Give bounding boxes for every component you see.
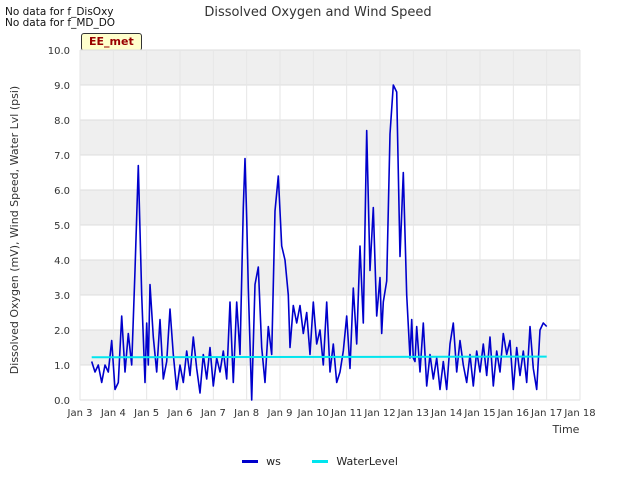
y-tick-label: 9.0	[54, 81, 70, 92]
no-data-note-disoxy: No data for f_DisOxy	[5, 6, 114, 18]
series-layer	[90, 84, 548, 401]
x-tick-label: Jan 16	[497, 408, 529, 419]
chart-title: Dissolved Oxygen and Wind Speed	[204, 5, 431, 20]
x-tick-label: Jan 10	[297, 408, 329, 419]
legend-swatch-waterlevel	[312, 460, 329, 463]
x-tick-label: Jan 12	[363, 408, 395, 419]
x-tick-label: Jan 6	[167, 408, 193, 419]
station-badge[interactable]: EE_met	[81, 33, 142, 51]
x-tick-label: Jan 18	[563, 408, 595, 419]
y-band	[80, 260, 580, 295]
legend-label-waterlevel: WaterLevel	[336, 455, 398, 468]
y-tick-label: 10.0	[48, 46, 70, 57]
legend-item-waterlevel[interactable]: WaterLevel	[312, 455, 398, 468]
y-tick-label: 7.0	[54, 151, 70, 162]
x-tick-label: Jan 13	[397, 408, 429, 419]
x-axis-ticks: Jan 3 Jan 4 Jan 5 Jan 6 Jan 7 Jan 8 Jan 9 Jan 1…	[67, 408, 596, 419]
x-tick-label: Jan 9	[267, 408, 293, 419]
y-tick-label: 8.0	[54, 116, 70, 127]
series-line-waterlevel[interactable]	[91, 355, 547, 359]
grid-lines	[79, 49, 581, 401]
no-data-note-md-do: No data for f_MD_DO	[5, 17, 116, 29]
series-line-ws[interactable]	[90, 84, 548, 401]
y-tick-label: 2.0	[54, 326, 70, 337]
y-axis-label: Dissolved Oxygen (mV), Wind Speed, Water…	[8, 86, 21, 374]
legend: ws WaterLevel	[0, 453, 640, 468]
legend-item-ws[interactable]: ws	[242, 455, 281, 468]
y-tick-label: 5.0	[54, 221, 70, 232]
x-tick-label: Jan 7	[200, 408, 226, 419]
x-tick-label: Jan 17	[530, 408, 562, 419]
x-tick-label: Jan 15	[463, 408, 495, 419]
legend-swatch-ws	[242, 460, 259, 463]
x-tick-label: Jan 5	[133, 408, 159, 419]
x-tick-label: Jan 4	[100, 408, 126, 419]
x-tick-label: Jan 3	[67, 408, 93, 419]
y-band	[80, 190, 580, 225]
y-band	[80, 120, 580, 155]
y-tick-label: 6.0	[54, 186, 70, 197]
y-tick-label: 0.0	[54, 396, 70, 407]
x-tick-label: Jan 14	[430, 408, 462, 419]
y-tick-label: 4.0	[54, 256, 70, 267]
x-axis-label: Time	[552, 423, 580, 436]
y-band	[80, 50, 580, 85]
y-tick-label: 1.0	[54, 361, 70, 372]
y-axis-ticks: 0.0 1.0 2.0 3.0 4.0 5.0 6.0 7.0 8.0 9.0 10.0	[48, 46, 70, 407]
x-tick-label: Jan 11	[330, 408, 362, 419]
y-tick-label: 3.0	[54, 291, 70, 302]
legend-label-ws: ws	[266, 455, 281, 468]
x-tick-label: Jan 8	[233, 408, 259, 419]
